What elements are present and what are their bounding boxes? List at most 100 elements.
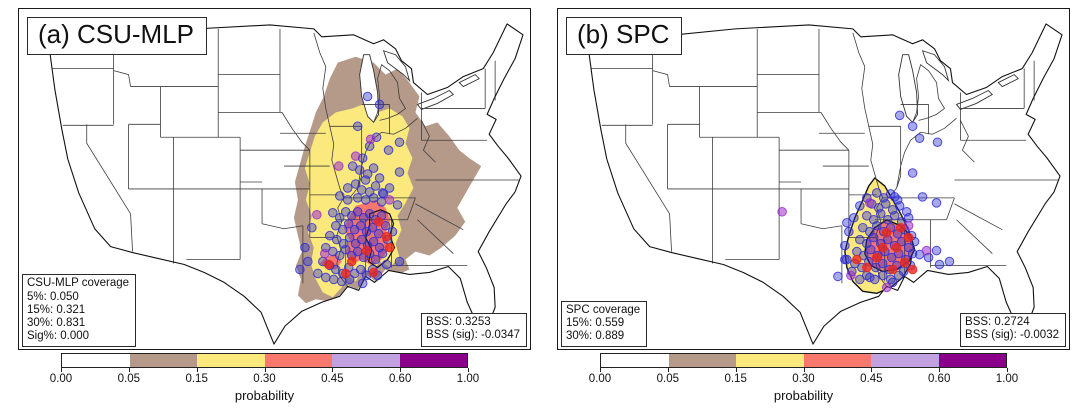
map-panel-csu-mlp: (a) CSU-MLP CSU-MLP coverage 5%: 0.050 15… [18, 8, 531, 350]
colorbar-segment [62, 354, 130, 367]
blue-report-dot [871, 220, 882, 231]
blue-report-dot [377, 188, 388, 198]
blue-report-dot [934, 259, 945, 270]
colorbar-tick-label: 0.60 [388, 373, 412, 385]
colorbar-segment [668, 354, 736, 367]
conus-coastline [48, 23, 524, 345]
blue-report-dot [893, 270, 904, 281]
red-report-dot [324, 259, 334, 270]
purple-report-dot [320, 248, 330, 259]
blue-report-dot [931, 245, 942, 256]
blue-report-dot [352, 246, 363, 257]
colorbar-tick-label: 1.00 [456, 373, 480, 385]
blue-report-dot [889, 211, 900, 221]
great-lake-shape [955, 89, 994, 110]
purple-report-dot [846, 270, 856, 281]
colorbar-tick-label: 0.15 [185, 373, 208, 385]
coverage-line: 15%: 0.559 [566, 316, 625, 329]
report-dots-layer [777, 110, 955, 293]
coverage-lines: 5%: 0.050 15%: 0.321 30%: 0.831 Sig%: 0.000 [27, 291, 129, 343]
colorbar-tick [667, 368, 669, 372]
colorbar-tick-label: 0.05 [117, 373, 141, 385]
blue-report-dot [331, 234, 342, 245]
blue-report-dot [342, 195, 353, 205]
red-report-dot [862, 262, 872, 273]
bss-sig-line: BSS (sig): -0.0347 [426, 329, 520, 342]
purple-report-dot [921, 245, 932, 256]
purple-report-dot [333, 161, 344, 171]
colorbar-segment [601, 354, 669, 367]
blue-report-dot [307, 222, 317, 233]
blue-report-dot [840, 240, 850, 251]
colorbar-segment [332, 354, 400, 367]
colorbar-a: probability 0.00 0.05 0.15 0.30 0.45 0.60 1.00 [50, 346, 479, 406]
map-panel-spc: (b) SPC SPC coverage 15%: 0.559 30%: 0.88… [557, 8, 1070, 350]
blue-report-dot [855, 201, 865, 211]
blue-report-dot [877, 258, 888, 269]
red-report-dot [384, 242, 395, 253]
blue-report-dot [334, 250, 345, 261]
colorbar-tick-label: 0.00 [588, 373, 612, 385]
blue-report-dot [842, 217, 852, 228]
bss-sig-line: BSS (sig): -0.0032 [965, 329, 1059, 342]
great-lake-shape [997, 74, 1019, 88]
colorbar-b: probability 0.00 0.05 0.15 0.30 0.45 0.60 1.00 [589, 346, 1018, 406]
coverage-line: 15%: 0.321 [27, 303, 86, 316]
blue-report-dot [303, 256, 313, 267]
blue-report-dot [377, 248, 388, 259]
colorbar-axis-label: probability [773, 388, 834, 403]
colorbar-tick-label: 0.60 [927, 373, 951, 385]
colorbar-tick [600, 368, 601, 372]
blue-report-dot [877, 270, 888, 281]
blue-report-dot [330, 264, 341, 275]
colorbar-tick-label: 0.15 [724, 373, 747, 385]
colorbar-tick [468, 368, 469, 372]
blue-report-dot [855, 274, 865, 285]
blue-report-dot [336, 276, 347, 287]
state-borders [590, 28, 1059, 287]
blue-report-dot [352, 207, 363, 217]
colorbar-tick [128, 368, 130, 372]
red-report-dot [871, 252, 882, 263]
bss-box-a: BSS: 0.3253 BSS (sig): -0.0347 [421, 312, 527, 347]
blue-report-dot [328, 274, 339, 285]
blue-report-dot [833, 271, 843, 282]
purple-report-dot [365, 134, 376, 145]
blue-report-dot [356, 234, 367, 245]
blue-report-dot [931, 198, 942, 208]
blue-report-dot [340, 244, 351, 255]
colorbar-tick [871, 368, 873, 372]
red-report-dot [852, 254, 862, 265]
blue-report-dot [381, 259, 392, 270]
colorbar-tick [803, 368, 805, 372]
colorbar-segment [399, 354, 467, 367]
blue-report-dot [337, 224, 348, 235]
blue-report-dot [343, 218, 354, 229]
blue-report-dot [347, 161, 358, 171]
state-borders [51, 28, 520, 287]
red-report-dot [373, 216, 384, 227]
panel-unit-csu-mlp: (a) CSU-MLP CSU-MLP coverage 5%: 0.050 15… [18, 0, 531, 408]
blue-report-dot [875, 209, 886, 219]
coverage-heading: CSU-MLP coverage [27, 277, 130, 290]
blue-report-dot [362, 91, 373, 102]
blue-report-dot [907, 121, 918, 132]
blue-report-dot [855, 234, 865, 245]
bss-box-b: BSS: 0.2724 BSS (sig): -0.0032 [960, 312, 1066, 347]
colorbar-tick-label: 0.05 [656, 373, 680, 385]
bss-line: BSS: 0.3253 [426, 315, 491, 328]
blue-report-dot [360, 195, 371, 205]
blue-report-dot [330, 220, 341, 231]
blue-report-dot [368, 163, 379, 173]
blue-report-dot [917, 192, 928, 202]
blue-report-dot [364, 209, 375, 219]
red-report-dot [903, 232, 914, 243]
blue-report-dot [383, 145, 394, 155]
coverage-line: 30%: 0.831 [27, 316, 86, 329]
blue-report-dot [352, 193, 363, 203]
conus-coastline [587, 23, 1063, 345]
red-report-dot [361, 245, 372, 256]
great-lake-shape [458, 74, 480, 88]
colorbar-segment [197, 354, 265, 367]
